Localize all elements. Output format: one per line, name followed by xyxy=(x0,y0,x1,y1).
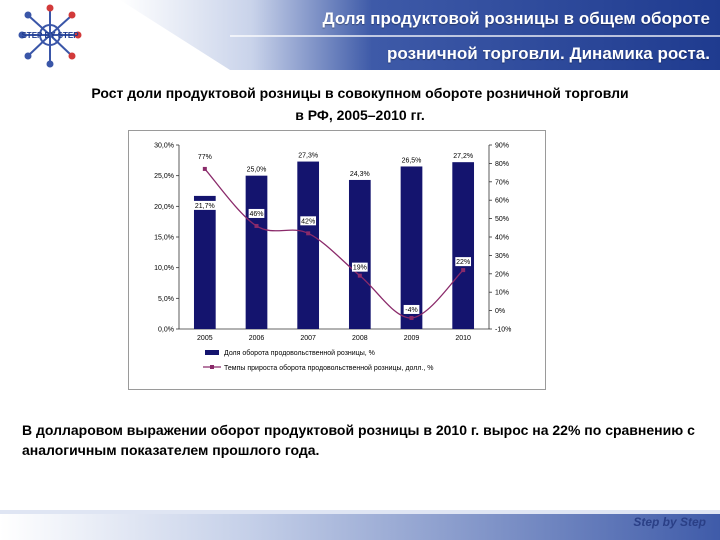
line-data-label: 19% xyxy=(353,265,367,272)
x-tick-label: 2007 xyxy=(300,335,316,342)
bar-data-label: 27,3% xyxy=(298,153,318,160)
line-label-bg xyxy=(351,262,368,272)
subtitle-line-1: Рост доли продуктовой розницы в совокупн… xyxy=(91,85,629,101)
chart-subtitle: Рост доли продуктовой розницы в совокупн… xyxy=(0,82,720,126)
x-tick-label: 2006 xyxy=(249,335,265,342)
line-series: 21,7% 25,0% 27,3% 24,3% 26,5% 27,2% 77% 46% 42% 1… xyxy=(193,150,475,320)
line-data-label: 77% xyxy=(198,154,212,161)
header: STEP BY STEP Доля продуктовой розницы в … xyxy=(0,0,720,76)
x-tick-label: 2005 xyxy=(197,335,213,342)
bar-data-label: 24,3% xyxy=(350,171,370,178)
bar-label-bg xyxy=(244,164,269,174)
line-data-label: 46% xyxy=(249,211,263,218)
right-tick-label: 30% xyxy=(495,253,509,260)
footer-band xyxy=(0,510,720,540)
left-tick-label: 30,0% xyxy=(154,143,174,150)
right-tick-label: 70% xyxy=(495,179,509,186)
subtitle-line-2: в РФ, 2005–2010 гг. xyxy=(295,107,425,123)
bar-data-label: 27,2% xyxy=(453,153,473,160)
left-tick-label: 10,0% xyxy=(154,265,174,272)
right-tick-label: 90% xyxy=(495,143,509,150)
combo-chart: 0,0% 5,0% 10,0% 15,0% 20,0% 25,0% 30,0% -10% 0% 1… xyxy=(154,143,511,373)
bar-label-bg xyxy=(193,200,217,210)
x-tick-label: 2010 xyxy=(455,335,471,342)
legend-swatch-point xyxy=(210,365,214,369)
bar xyxy=(400,166,423,329)
summary-note: В долларовом выражении оборот продуктово… xyxy=(22,422,695,458)
legend-label-line: Темпы прироста оборота продовольственной… xyxy=(224,364,434,372)
bar-data-label: 26,5% xyxy=(402,157,422,164)
logo-text: STEP BY STEP xyxy=(21,31,79,40)
bar xyxy=(245,175,268,329)
chart-legend: Доля оборота продовольственной розницы, … xyxy=(203,349,434,372)
line-label-bg xyxy=(455,257,472,267)
left-tick-label: 15,0% xyxy=(154,235,174,242)
left-tick-label: 20,0% xyxy=(154,204,174,211)
line-point xyxy=(306,231,311,236)
footer-logo: Step by Step xyxy=(633,515,706,529)
x-tick-label: 2009 xyxy=(404,335,420,342)
chart-axes: 0,0% 5,0% 10,0% 15,0% 20,0% 25,0% 30,0% -10% 0% 1… xyxy=(154,143,511,343)
bar-series xyxy=(193,161,475,329)
bar xyxy=(452,162,475,329)
bar-data-label: 25,0% xyxy=(247,167,267,174)
right-tick-label: 80% xyxy=(495,161,509,168)
right-tick-label: 40% xyxy=(495,235,509,242)
line-label-bg xyxy=(248,208,265,218)
header-band xyxy=(120,0,720,70)
chart-frame: 0,0% 5,0% 10,0% 15,0% 20,0% 25,0% 30,0% -10% 0% 1… xyxy=(128,130,546,390)
bar-label-bg xyxy=(451,151,475,161)
line-label-bg xyxy=(403,304,420,314)
line-point xyxy=(254,223,259,228)
legend-label-bar: Доля оборота продовольственной розницы, … xyxy=(224,349,375,357)
bar-label-bg xyxy=(348,168,372,178)
right-tick-label: 10% xyxy=(495,290,509,297)
bar-label-bg xyxy=(399,155,424,165)
step-by-step-logo: STEP BY STEP xyxy=(18,4,82,68)
bar xyxy=(348,179,371,329)
line-data-label: -4% xyxy=(405,307,417,314)
bar xyxy=(193,195,216,329)
right-tick-label: 60% xyxy=(495,198,509,205)
right-tick-label: -10% xyxy=(495,327,511,334)
right-tick-label: 0% xyxy=(495,308,505,315)
left-tick-label: 5,0% xyxy=(158,296,174,303)
bar-label-bg xyxy=(296,150,320,160)
line-point xyxy=(461,268,466,273)
right-tick-label: 50% xyxy=(495,216,509,223)
growth-line xyxy=(204,168,464,319)
bar-data-label: 21,7% xyxy=(195,203,215,210)
line-point xyxy=(202,166,207,171)
page-title-line-2: розничной торговли. Динамика роста. xyxy=(387,44,710,63)
line-data-label: 42% xyxy=(301,218,315,225)
page-title-line-1: Доля продуктовой розницы в общем обороте xyxy=(322,9,711,28)
left-tick-label: 25,0% xyxy=(154,173,174,180)
line-label-bg xyxy=(300,216,317,226)
line-point xyxy=(357,273,362,278)
bar xyxy=(297,161,320,329)
legend-swatch-bar xyxy=(205,350,219,355)
line-data-label: 22% xyxy=(456,259,470,266)
left-tick-label: 0,0% xyxy=(158,327,174,334)
right-tick-label: 20% xyxy=(495,271,509,278)
line-point xyxy=(409,315,414,320)
x-tick-label: 2008 xyxy=(352,335,368,342)
line-label-bg xyxy=(196,151,213,161)
